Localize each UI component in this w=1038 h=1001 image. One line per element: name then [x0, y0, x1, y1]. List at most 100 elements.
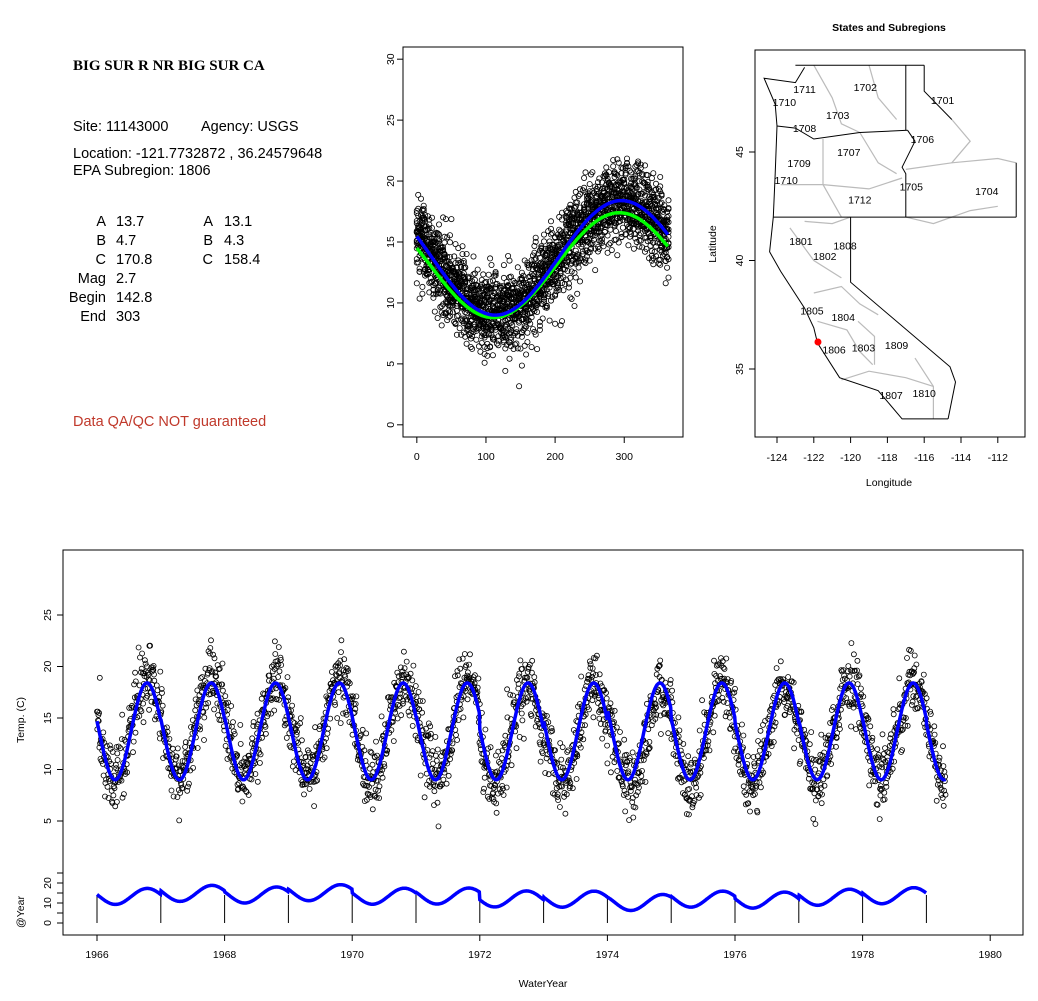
data-point	[696, 727, 703, 734]
data-point	[517, 345, 524, 352]
y-tick-label: 25	[385, 114, 397, 126]
data-point	[147, 642, 154, 649]
data-point	[621, 787, 628, 794]
data-point	[239, 764, 246, 771]
data-point	[585, 238, 592, 245]
data-point	[739, 721, 745, 728]
data-point	[427, 243, 434, 250]
data-point	[559, 783, 565, 790]
data-point	[538, 243, 545, 250]
data-point	[301, 791, 307, 798]
data-point	[855, 673, 862, 680]
data-point	[405, 708, 412, 715]
data-point	[419, 290, 426, 297]
data-point	[272, 651, 279, 657]
data-point	[920, 671, 927, 678]
data-point	[643, 245, 650, 252]
data-point	[363, 730, 370, 737]
data-point	[626, 228, 633, 235]
data-point	[520, 735, 527, 742]
data-point	[516, 673, 522, 680]
data-point	[416, 706, 423, 713]
param-value: 4.7	[116, 233, 137, 249]
data-point	[151, 671, 157, 678]
data-point	[564, 235, 571, 242]
data-point	[830, 704, 837, 710]
data-point	[407, 670, 414, 677]
data-point	[446, 239, 453, 246]
data-point	[493, 340, 500, 347]
data-point	[565, 747, 572, 754]
data-point	[637, 230, 644, 237]
data-point	[559, 744, 566, 751]
data-point	[652, 716, 659, 722]
data-point	[481, 359, 488, 366]
data-point	[595, 224, 602, 231]
data-point	[499, 785, 506, 792]
data-point	[350, 701, 357, 707]
data-point	[714, 698, 721, 705]
data-point	[430, 238, 437, 245]
data-point	[833, 743, 839, 750]
data-point	[484, 345, 491, 352]
data-point	[146, 706, 153, 713]
data-point	[703, 747, 710, 754]
data-point	[745, 753, 751, 760]
data-point	[658, 731, 664, 737]
data-point	[664, 253, 671, 260]
data-point	[619, 176, 626, 183]
data-point	[532, 264, 539, 271]
data-point	[881, 750, 887, 757]
data-point	[608, 769, 614, 776]
data-point	[548, 279, 555, 286]
y2-tick-label: 10	[42, 897, 54, 909]
param-label: C	[95, 252, 106, 268]
y2-tick-label: 20	[42, 877, 54, 889]
data-point	[879, 764, 886, 771]
data-point	[654, 239, 661, 246]
subregion-boundary	[813, 285, 879, 316]
data-point	[790, 679, 797, 686]
data-point	[283, 735, 290, 741]
data-point	[487, 284, 494, 291]
data-point	[819, 791, 825, 798]
data-point	[526, 687, 533, 694]
data-point	[661, 202, 668, 209]
data-point	[423, 231, 430, 238]
data-point	[877, 783, 884, 789]
data-point	[467, 317, 474, 324]
data-point	[168, 787, 175, 794]
data-point	[399, 700, 406, 707]
data-point	[570, 220, 577, 227]
data-point	[902, 722, 909, 729]
data-point	[647, 233, 654, 240]
data-point	[828, 761, 834, 767]
data-point	[869, 737, 875, 744]
data-point	[491, 299, 498, 306]
data-point	[434, 746, 441, 753]
data-point	[361, 747, 368, 754]
data-point	[496, 759, 502, 765]
data-point	[179, 758, 186, 764]
data-point	[374, 777, 381, 784]
data-point	[539, 750, 546, 757]
data-point	[492, 268, 499, 275]
data-point	[607, 239, 614, 246]
data-point	[719, 695, 726, 701]
data-point	[532, 234, 539, 241]
data-point	[723, 655, 730, 662]
data-point	[258, 695, 265, 702]
epa-subregion: EPA Subregion: 1806	[73, 163, 211, 179]
data-point	[110, 792, 117, 799]
data-point	[548, 218, 555, 225]
data-point	[548, 725, 555, 732]
data-point	[444, 268, 451, 275]
data-point	[581, 174, 588, 181]
y-tick-label: 30	[385, 53, 397, 65]
data-point	[464, 696, 471, 703]
data-point	[453, 331, 460, 338]
data-point	[379, 774, 386, 781]
state-boundary	[901, 130, 916, 218]
x-tick-label: -124	[766, 452, 787, 464]
data-point	[639, 244, 646, 251]
